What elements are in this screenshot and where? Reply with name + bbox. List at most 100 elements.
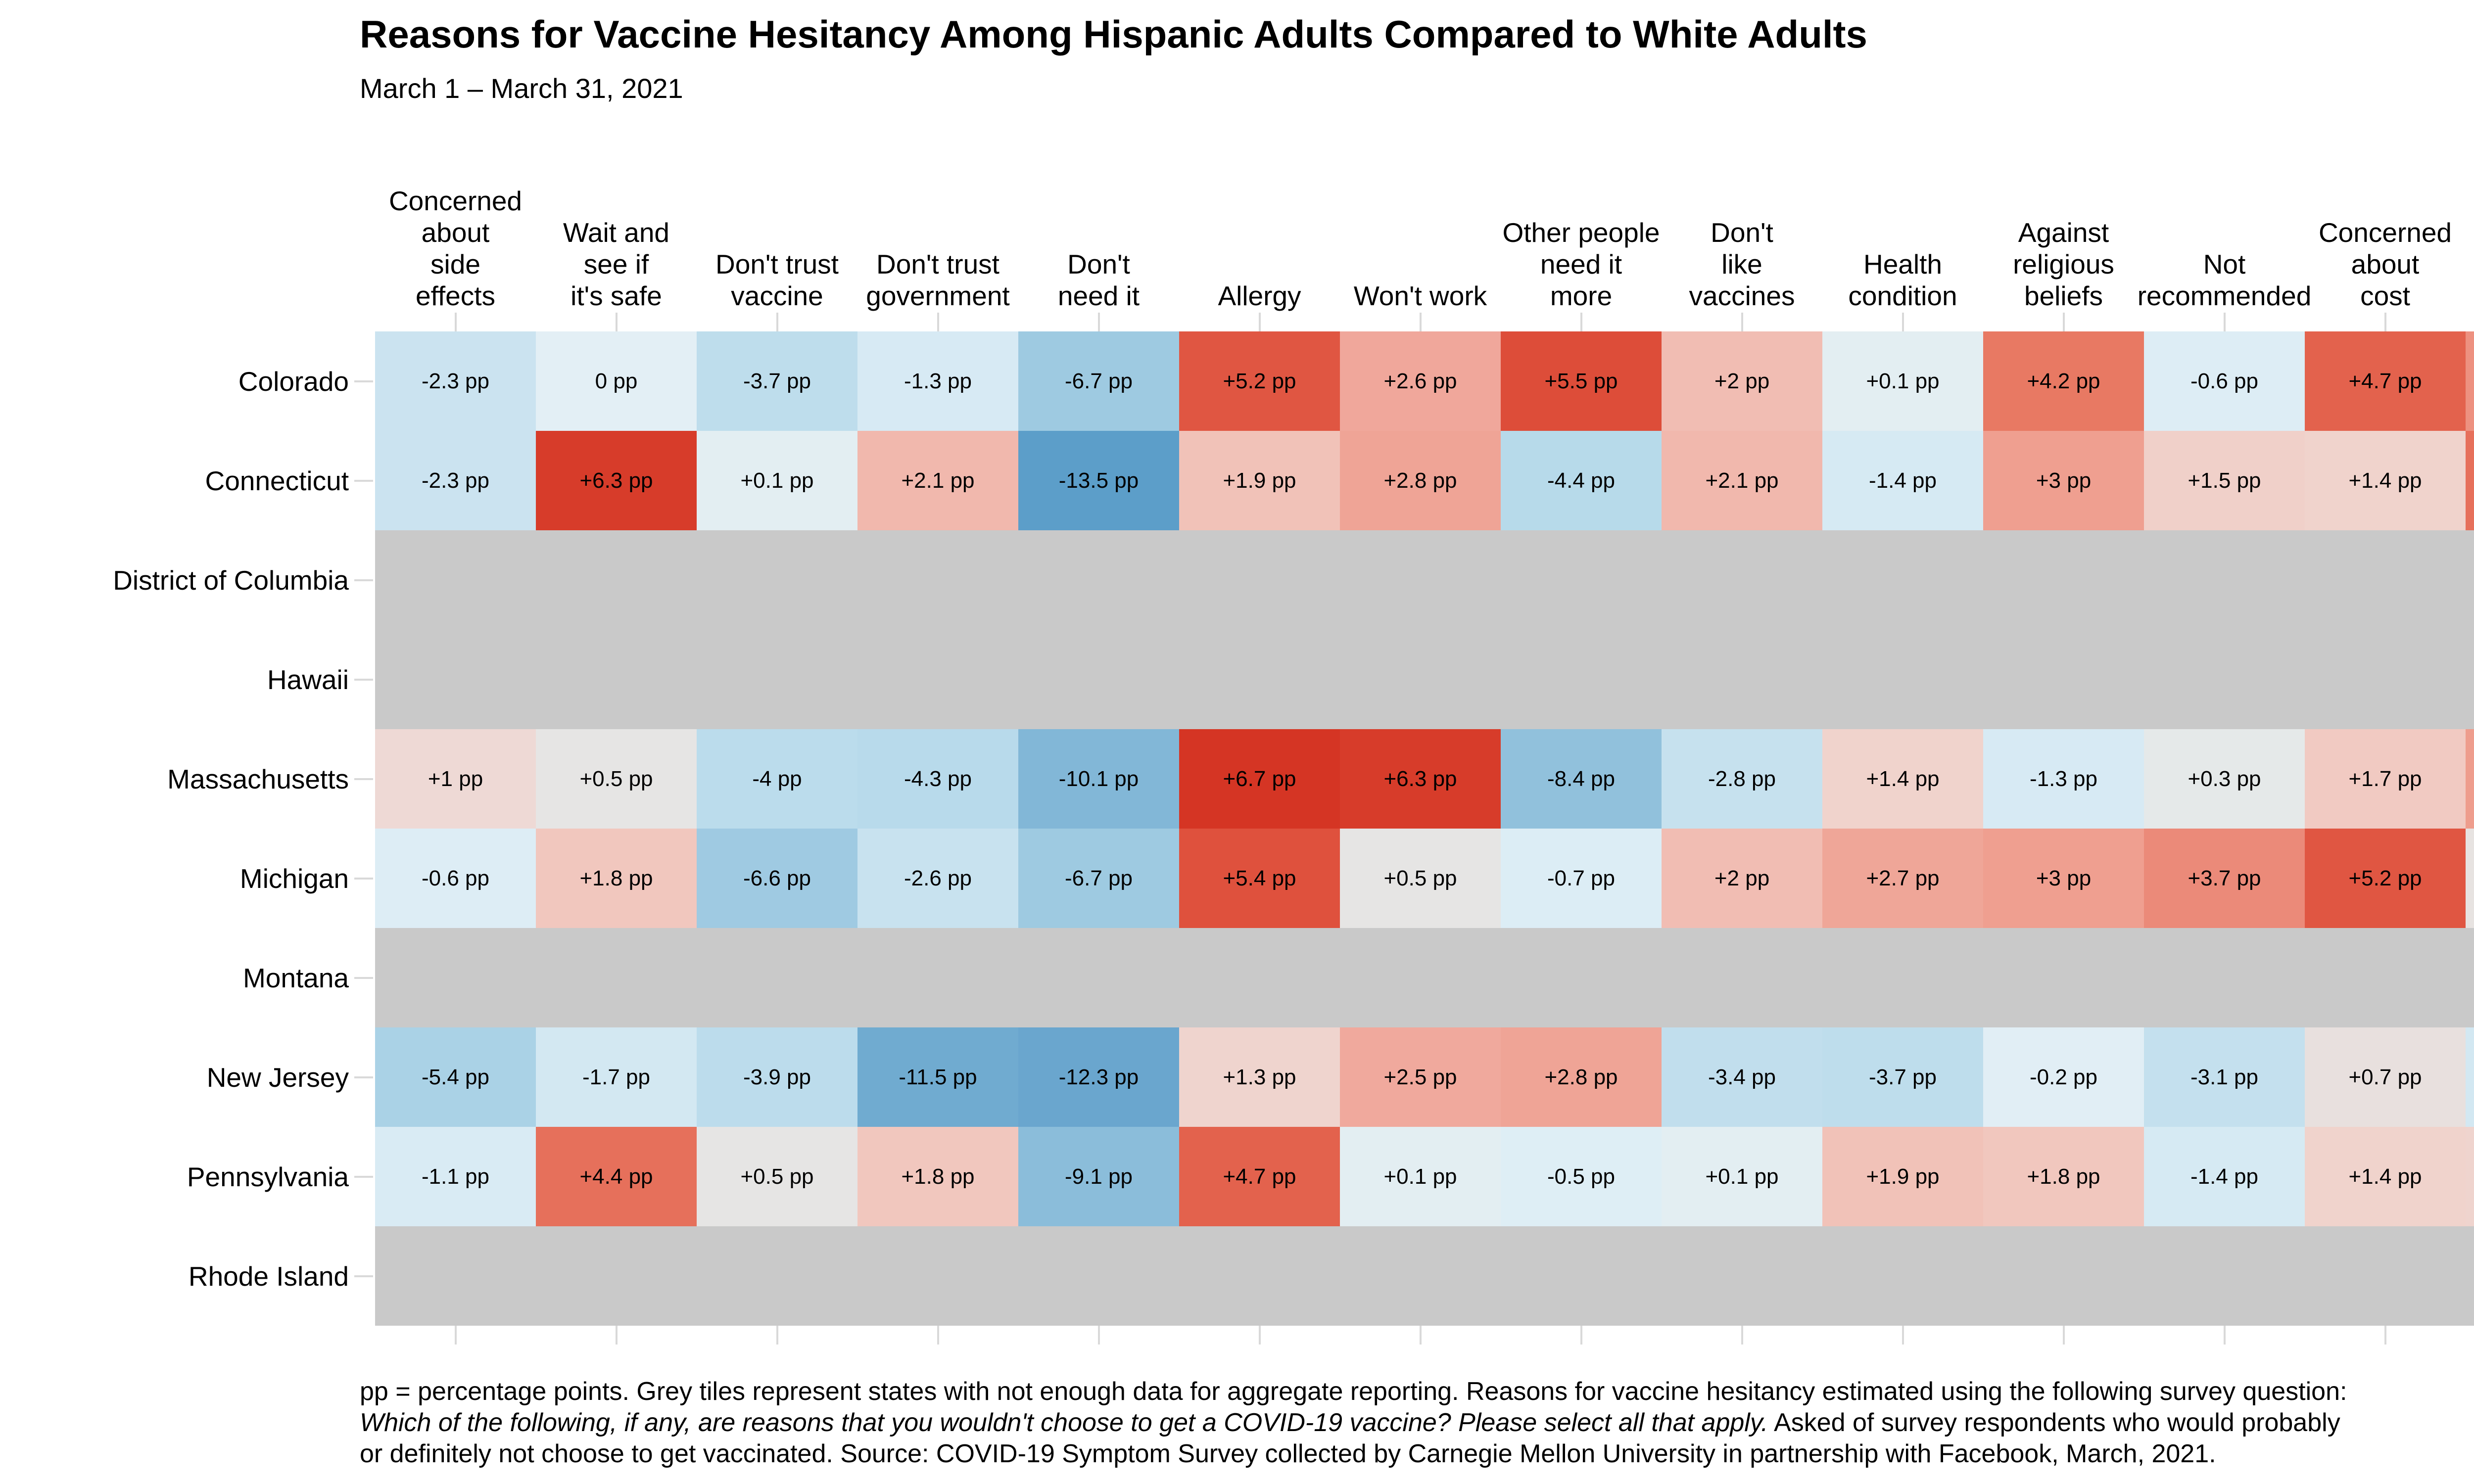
heatmap-cell: +1.9 pp xyxy=(1179,431,1340,530)
heatmap-cell: +1.4 pp xyxy=(2305,1127,2466,1226)
row-label-colorado: Colorado xyxy=(238,366,349,397)
row-label-hawaii: Hawaii xyxy=(267,664,349,695)
heatmap-cell: +2 pp xyxy=(1662,331,1822,431)
heatmap-cell: +0.5 pp xyxy=(536,729,697,829)
row-label-pennsylvania: Pennsylvania xyxy=(187,1161,349,1192)
axis-tick-left xyxy=(354,479,373,482)
axis-tick-left xyxy=(354,1175,373,1178)
heatmap-cell: +3.5 pp xyxy=(2466,331,2474,431)
heatmap-cell: -1.3 pp xyxy=(1983,729,2144,829)
axis-tick-top xyxy=(2384,313,2386,331)
heatmap-cell: +4.2 pp xyxy=(1983,331,2144,431)
heatmap-cell: -0.6 pp xyxy=(2144,331,2305,431)
axis-tick-bottom xyxy=(1902,1326,1904,1345)
axis-tick-top xyxy=(2223,313,2226,331)
heatmap-cell: +0.1 pp xyxy=(1340,1127,1501,1226)
heatmap-cell: -4.3 pp xyxy=(857,729,1018,829)
col-header-14: Pregnancy xyxy=(2466,119,2474,312)
axis-tick-top xyxy=(1902,313,1904,331)
page-subtitle: March 1 – March 31, 2021 xyxy=(360,73,683,104)
heatmap-cell: +6.3 pp xyxy=(536,431,697,530)
heatmap-cell: +3 pp xyxy=(1983,829,2144,928)
heatmap-cell: +3.7 pp xyxy=(2144,829,2305,928)
heatmap-cell: -3.1 pp xyxy=(2144,1027,2305,1127)
heatmap-cell: -0.6 pp xyxy=(375,829,536,928)
col-header-13: Concerned about cost xyxy=(2305,119,2466,312)
heatmap-cell: +0.1 pp xyxy=(1662,1127,1822,1226)
col-header-line: Don't xyxy=(1711,217,1773,248)
axis-tick-bottom xyxy=(2062,1326,2065,1345)
heatmap-cell: -11.5 pp xyxy=(857,1027,1018,1127)
col-header-6: Allergy xyxy=(1179,119,1340,312)
heatmap-cell: -1.1 pp xyxy=(375,1127,536,1226)
col-header-line: Wait and xyxy=(563,217,669,248)
heatmap-cell: +2.1 pp xyxy=(857,431,1018,530)
heatmap-cell: +2.5 pp xyxy=(1340,1027,1501,1127)
axis-tick-top xyxy=(1419,313,1422,331)
col-header-line: about xyxy=(2351,249,2420,279)
col-header-line: vaccine xyxy=(731,280,823,311)
heatmap-cell: -3.7 pp xyxy=(697,331,857,431)
heatmap-cell: -0.5 pp xyxy=(1501,1127,1662,1226)
heatmap-cell: -1.4 pp xyxy=(2144,1127,2305,1226)
heatmap-cell: +4.7 pp xyxy=(2305,331,2466,431)
no-data-band xyxy=(375,530,2474,630)
heatmap-cell: +2.7 pp xyxy=(1822,829,1983,928)
heatmap-cell: -13.5 pp xyxy=(1018,431,1179,530)
row-label-connecticut: Connecticut xyxy=(205,465,349,496)
heatmap-cell: +0.1 pp xyxy=(1822,331,1983,431)
col-header-line: recommended xyxy=(2137,280,2312,311)
col-header-line: about xyxy=(421,217,490,248)
col-header-line: cost xyxy=(2360,280,2410,311)
heatmap-cell: -12.3 pp xyxy=(1018,1027,1179,1127)
col-header-11: Against religious beliefs xyxy=(1983,119,2144,312)
col-header-line: condition xyxy=(1848,280,1957,311)
heatmap-cell: +3.1 pp xyxy=(2466,729,2474,829)
heatmap-cell: -9.1 pp xyxy=(1018,1127,1179,1226)
axis-tick-top xyxy=(1097,313,1100,331)
col-header-line: see if xyxy=(583,249,649,279)
col-header-3: Don't trust vaccine xyxy=(697,119,857,312)
col-header-line: side xyxy=(430,249,480,279)
axis-tick-bottom xyxy=(776,1326,778,1345)
heatmap-cell: -1.7 pp xyxy=(536,1027,697,1127)
heatmap-cell: -8.4 pp xyxy=(1501,729,1662,829)
heatmap-cell: +6.7 pp xyxy=(1179,729,1340,829)
heatmap-cell: +2 pp xyxy=(1662,829,1822,928)
page-title: Reasons for Vaccine Hesitancy Among Hisp… xyxy=(360,12,1867,56)
heatmap-cell: +0.6 pp xyxy=(2466,829,2474,928)
axis-tick-left xyxy=(354,579,373,581)
heatmap-cell: +5.4 pp xyxy=(1179,829,1340,928)
no-data-band xyxy=(375,1226,2474,1326)
footnote-line-1: pp = percentage points. Grey tiles repre… xyxy=(360,1377,2347,1406)
heatmap-cell: +0.3 pp xyxy=(2144,729,2305,829)
heatmap-cell: +1.4 pp xyxy=(2305,431,2466,530)
heatmap-cell: +1.3 pp xyxy=(1179,1027,1340,1127)
heatmap-cell: -0.2 pp xyxy=(1983,1027,2144,1127)
heatmap-cell: -10.1 pp xyxy=(1018,729,1179,829)
axis-tick-bottom xyxy=(1097,1326,1100,1345)
heatmap-cell: +2.8 pp xyxy=(1340,431,1501,530)
axis-tick-top xyxy=(937,313,939,331)
col-header-line: need it xyxy=(1540,249,1622,279)
col-header-10: Health condition xyxy=(1822,119,1983,312)
footnote-line-3: or definitely not choose to get vaccinat… xyxy=(360,1439,2216,1468)
col-header-line: Don't trust xyxy=(715,249,839,279)
axis-tick-bottom xyxy=(1419,1326,1422,1345)
heatmap-cell: +0.7 pp xyxy=(2305,1027,2466,1127)
col-header-1: Concerned about side effects xyxy=(375,119,536,312)
heatmap-cell: +6.3 pp xyxy=(1340,729,1501,829)
footnote: pp = percentage points. Grey tiles repre… xyxy=(360,1376,2347,1470)
no-data-band xyxy=(375,630,2474,729)
col-header-5: Don't need it xyxy=(1018,119,1179,312)
col-header-line: it's safe xyxy=(571,280,662,311)
heatmap-cell: -3.7 pp xyxy=(1822,1027,1983,1127)
heatmap-cell: +0.5 pp xyxy=(697,1127,857,1226)
col-header-line: Concerned xyxy=(2318,217,2452,248)
col-header-line: Against xyxy=(2018,217,2109,248)
heatmap-cell: +1 pp xyxy=(375,729,536,829)
axis-tick-bottom xyxy=(615,1326,618,1345)
heatmap-cell: -1.7 pp xyxy=(2466,1027,2474,1127)
col-header-line: more xyxy=(1550,280,1613,311)
axis-tick-top xyxy=(776,313,778,331)
